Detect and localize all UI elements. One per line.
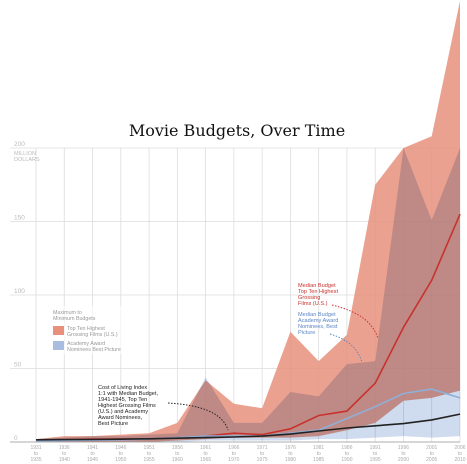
annotation-text: Highest Grossing Films [98, 403, 156, 409]
x-tick-label: 1980 [285, 457, 296, 463]
annotation-text: Award Nominees, [98, 415, 142, 421]
x-tick-label: 1965 [200, 457, 211, 463]
series-lines [35, 213, 461, 443]
annotation-text: Cost of Living Index [98, 385, 147, 391]
x-tick-label: 1941 [87, 445, 98, 451]
y-tick-label: 100 [14, 288, 25, 295]
legend-swatch [53, 326, 64, 335]
x-tick-label: 2005 [426, 457, 437, 463]
x-tick-label: 1946 [115, 445, 126, 451]
x-tick-label: 1985 [313, 457, 324, 463]
x-tick-label: 1945 [87, 457, 98, 463]
x-tick-label: 1961 [200, 445, 211, 451]
x-tick-label: to [147, 451, 151, 457]
top-ten-band [36, 1, 460, 442]
x-tick-label: to [204, 451, 208, 457]
x-tick-label: 2010 [454, 457, 465, 463]
x-tick-label: 1940 [59, 457, 70, 463]
annotation-text: 1:1 with Median Budget, [98, 391, 158, 397]
y-tick-label: 50 [14, 362, 22, 369]
y-axis-label: DOLLARS [14, 157, 40, 163]
y-tick-label: 0 [14, 435, 18, 442]
annotation-text: Picture [298, 330, 315, 336]
x-tick-label: 1996 [398, 445, 409, 451]
annotation-text: Nominees, Best [298, 324, 338, 330]
legend-label: Nominees Best Picture [67, 347, 121, 353]
annotation-text: Median Budget [298, 312, 336, 318]
x-tick-label: to [288, 451, 292, 457]
annotation-text: Median Budget [298, 283, 336, 289]
x-tick-label: 1991 [370, 445, 381, 451]
annotation-text: Grossing [298, 295, 320, 301]
x-tick-label: to [175, 451, 179, 457]
x-tick-label: 1971 [257, 445, 268, 451]
x-tick-label: to [62, 451, 66, 457]
x-tick-label: 2006 [454, 445, 465, 451]
legend-heading: Maximum to [53, 310, 82, 316]
legend-label: Academy Award [67, 341, 105, 347]
x-tick-label: 1976 [285, 445, 296, 451]
x-tick-label: 1950 [115, 457, 126, 463]
x-tick-label: to [458, 451, 462, 457]
annotation-leader [331, 304, 379, 339]
x-tick-label: to [401, 451, 405, 457]
x-tick-label: 1956 [172, 445, 183, 451]
x-tick-label: to [373, 451, 377, 457]
academy-band [36, 148, 460, 442]
x-tick-label: 1975 [257, 457, 268, 463]
x-tick-label: to [317, 451, 321, 457]
annotation-text: 1941-1945, Top Ten [98, 397, 147, 403]
x-tick-label: 1990 [341, 457, 352, 463]
x-tick-label: 1935 [30, 457, 41, 463]
x-tick-label: to [119, 451, 123, 457]
x-tick-label: 1936 [59, 445, 70, 451]
x-tick-label: 1955 [144, 457, 155, 463]
legend-heading: Minimum Budgets [53, 316, 96, 322]
annotation-leader [329, 333, 363, 363]
x-tick-label: to [260, 451, 264, 457]
annotation-text: Top Ten Highest [298, 289, 338, 295]
x-tick-label: 1931 [30, 445, 41, 451]
x-tick-label: 1966 [228, 445, 239, 451]
x-tick-label: 1951 [144, 445, 155, 451]
x-tick-label: to [345, 451, 349, 457]
x-tick-label: to [232, 451, 236, 457]
annotation-text: Academy Award [298, 318, 338, 324]
annotation-text: (U.S.) and Academy [98, 409, 148, 415]
legend-label: Top Ten Highest [67, 326, 105, 332]
y-tick-label: 150 [14, 215, 25, 222]
x-tick-label: 1960 [172, 457, 183, 463]
x-tick-label: to [90, 451, 94, 457]
axes: 050100150200MILLIONDOLLARS1931to19351936… [10, 141, 466, 463]
x-tick-label: 1970 [228, 457, 239, 463]
x-tick-label: to [430, 451, 434, 457]
chart-title: Movie Budgets, Over Time [129, 121, 345, 140]
y-axis-label: MILLION [14, 151, 36, 157]
x-tick-label: 1995 [370, 457, 381, 463]
annotation-leader [167, 402, 229, 431]
x-tick-label: 1981 [313, 445, 324, 451]
legend-swatch [53, 341, 64, 350]
annotation-text: Films (U.S.) [298, 301, 328, 307]
x-tick-label: to [34, 451, 38, 457]
x-tick-label: 1986 [341, 445, 352, 451]
y-tick-label: 200 [14, 141, 25, 148]
legend-label: Grossing Films (U.S.) [67, 332, 118, 338]
budget-bands [36, 1, 460, 442]
x-tick-label: 2000 [398, 457, 409, 463]
x-tick-label: 2001 [426, 445, 437, 451]
series-line [35, 413, 461, 441]
annotation-text: Best Picture [98, 421, 128, 427]
